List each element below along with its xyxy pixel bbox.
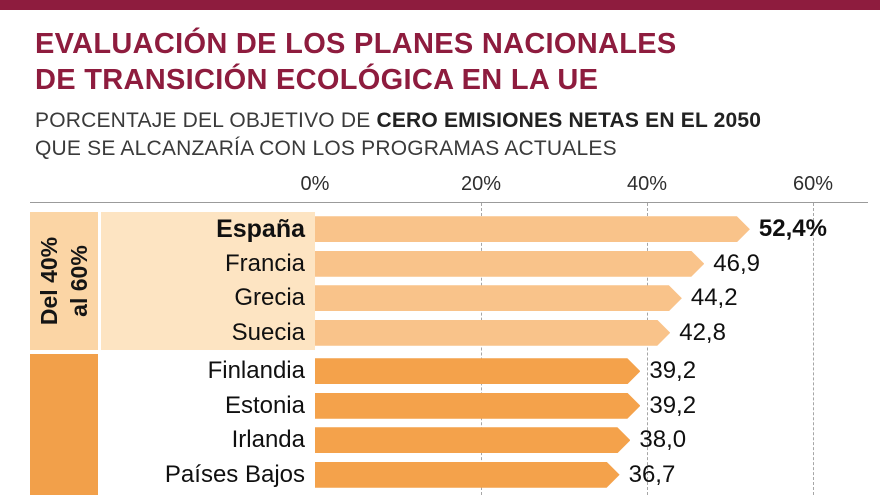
country-label: Irlanda [231, 426, 305, 453]
group-range-label: Del 40% al 60% [30, 212, 98, 350]
value-label: 44,2 [690, 284, 738, 311]
top-accent-bar [0, 0, 880, 10]
gridline [813, 203, 814, 495]
subtitle-line-2: QUE SE ALCANZARÍA CON LOS PROGRAMAS ACTU… [35, 137, 617, 160]
subtitle-prefix: PORCENTAJE DEL OBJETIVO DE [35, 109, 377, 132]
chart-subtitle: PORCENTAJE DEL OBJETIVO DE CERO EMISIONE… [35, 107, 761, 163]
country-label: Países Bajos [164, 460, 305, 488]
gridline [481, 203, 482, 495]
country-label: Suecia [231, 318, 305, 346]
country-label: Francia [224, 249, 305, 277]
bar [315, 320, 670, 346]
value-label: 39,2 [649, 391, 697, 419]
value-label: 52,4% [758, 215, 827, 242]
country-label: Grecia [234, 284, 305, 311]
group-strip [30, 212, 98, 350]
value-label: 39,2 [649, 357, 697, 384]
bar [315, 462, 620, 488]
axis-tick-label: 0% [300, 173, 330, 195]
group-label-background [101, 212, 315, 350]
bar [315, 216, 750, 242]
value-label: 42,8 [679, 318, 726, 346]
axis-tick-label: 40% [626, 173, 668, 195]
country-label: Estonia [224, 391, 305, 419]
value-label: 36,7 [628, 460, 676, 488]
bar [315, 358, 640, 384]
axis-line [30, 202, 868, 203]
country-label: Finlandia [207, 357, 305, 384]
axis-tick-label: 20% [460, 173, 502, 195]
value-label: 38,0 [639, 426, 687, 453]
country-label: España [216, 215, 305, 243]
bar [315, 427, 630, 453]
value-label: 46,9 [713, 249, 760, 277]
group-range-label-text: Del 40% al 60% [36, 236, 92, 326]
axis-tick-label: 60% [792, 173, 834, 195]
gridline [647, 203, 648, 495]
bar [315, 393, 640, 419]
subtitle-bold: CERO EMISIONES NETAS EN EL 2050 [376, 109, 762, 132]
title-line-2: DE TRANSICIÓN ECOLÓGICA EN LA UE [35, 64, 599, 96]
bar [315, 285, 682, 311]
title-line-1: EVALUACIÓN DE LOS PLANES NACIONALES [35, 28, 677, 60]
chart-title: EVALUACIÓN DE LOS PLANES NACIONALES DE T… [35, 26, 677, 98]
bar [315, 251, 704, 277]
group-strip [30, 354, 98, 495]
